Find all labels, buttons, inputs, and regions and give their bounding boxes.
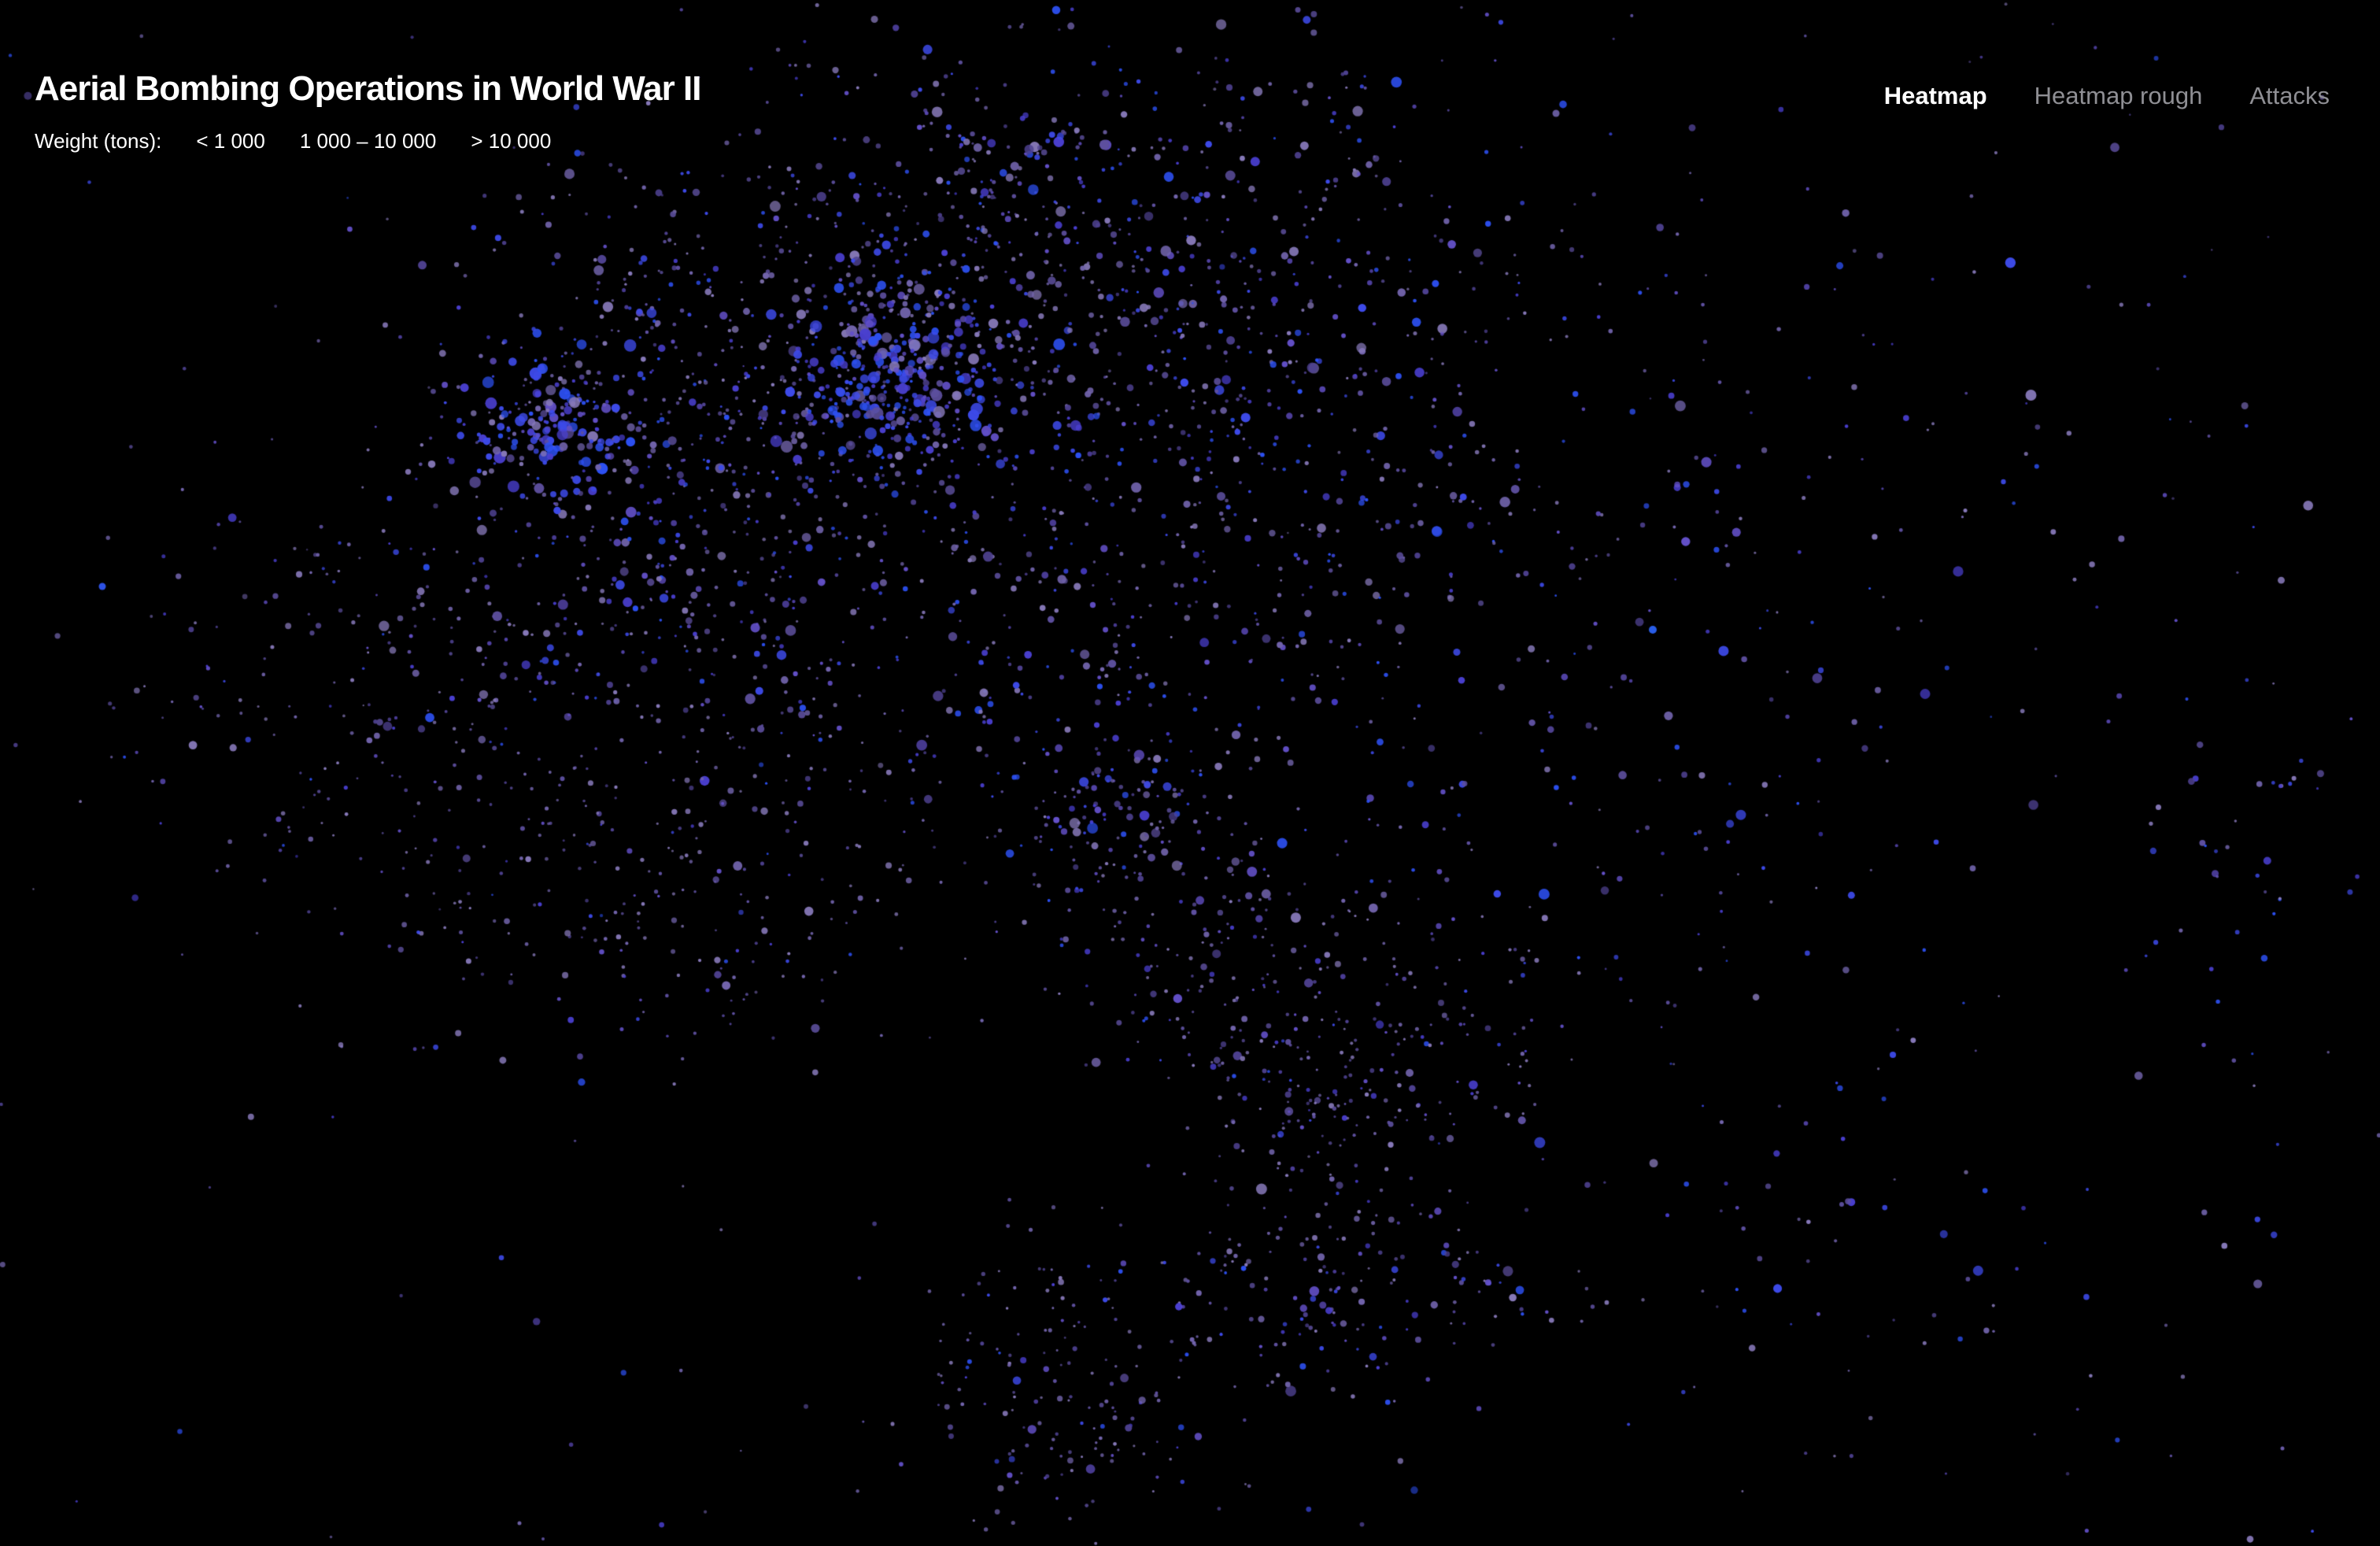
legend-label: Weight (tons): [35,129,162,153]
legend-item-1000-10000: 1 000 – 10 000 [299,129,437,153]
header: Aerial Bombing Operations in World War I… [35,69,701,153]
tab-heatmap[interactable]: Heatmap [1883,82,1987,109]
view-tabs: Heatmap Heatmap rough Attacks [1884,82,2330,110]
tab-heatmap-rough[interactable]: Heatmap rough [2034,82,2203,109]
legend-item-gt-10000: > 10 000 [471,129,552,153]
weight-legend: Weight (tons): < 1 000 1 000 – 10 000 > … [35,129,700,153]
tab-attacks[interactable]: Attacks [2249,82,2330,109]
page-title: Aerial Bombing Operations in World War I… [35,69,701,108]
legend-item-lt-1000: < 1 000 [196,129,265,153]
